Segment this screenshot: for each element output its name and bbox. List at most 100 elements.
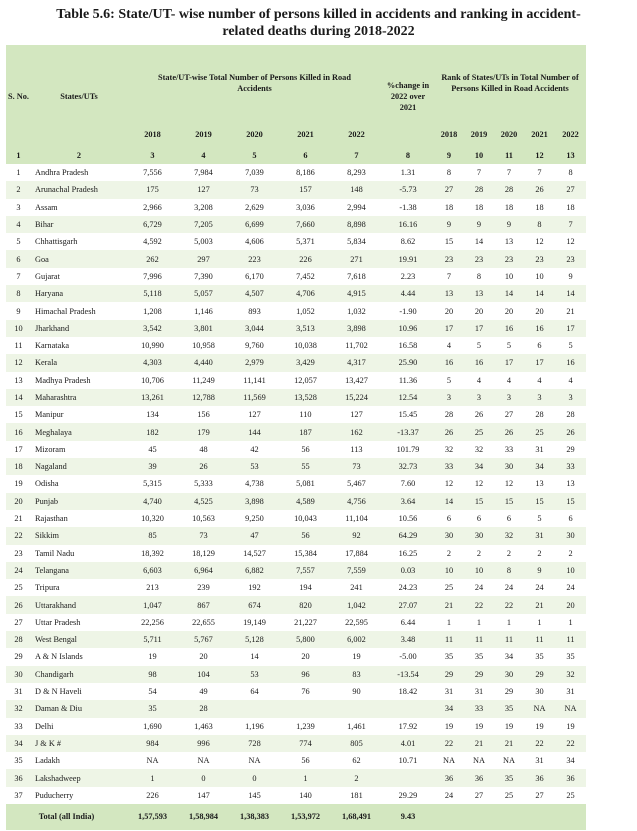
killed-2020-cell: 3,044 <box>229 319 280 337</box>
column-number: 5 <box>229 147 280 164</box>
rank-2022-cell: 21 <box>566 306 575 316</box>
rank-2022-cell: 2 <box>568 548 573 558</box>
rank-2018-cell: 17 <box>434 319 464 337</box>
killed-2018-cell: 45 <box>148 444 157 454</box>
rank-2019-cell: 11 <box>464 631 494 649</box>
rank-2018-cell: 23 <box>434 250 464 268</box>
state-name-cell: Himachal Pradesh <box>35 306 96 316</box>
killed-2018-cell: 7,996 <box>143 271 162 281</box>
rank-2019-cell: 32 <box>474 444 484 454</box>
rank-2020-cell: 28 <box>494 181 524 199</box>
percent-change-header: %change in 2022 over 2021 <box>382 45 434 147</box>
rank-2020-cell: 16 <box>494 319 524 337</box>
rank-2020-cell: 15 <box>494 492 524 510</box>
killed-2019-cell: 1,146 <box>194 306 213 316</box>
table-row: 36 Lakshadweep 1 0 0 1 2 36 36 35 36 36 <box>6 769 587 787</box>
killed-2020-cell: 19,149 <box>243 617 266 627</box>
total-cell: 1,38,383 <box>229 803 280 830</box>
sno-cell: 36 <box>6 769 31 787</box>
state-name-cell: West Bengal <box>31 631 127 649</box>
killed-2018-cell: 54 <box>148 687 157 697</box>
rank-2018-cell: 6 <box>446 514 452 524</box>
killed-2021-cell: 1,239 <box>296 721 315 731</box>
state-name-cell: Manipur <box>35 410 64 420</box>
killed-2019-cell: 867 <box>178 596 229 614</box>
killed-2019-cell: 7,390 <box>194 271 213 281</box>
killed-2018-cell: 7,556 <box>143 168 162 178</box>
rank-2022-cell: 15 <box>555 492 587 510</box>
rank-2022-cell: 28 <box>566 410 575 420</box>
table-row: 31 D & N Haveli 54 49 64 76 90 18.42 31 31 29 30 31 <box>6 683 586 700</box>
rank-2020-cell: 10 <box>504 271 514 281</box>
percent-change-cell: 15.45 <box>398 410 418 420</box>
table-row: 2 Arunachal Pradesh 175 127 73 157 148 -5.73 27 2… <box>6 181 587 199</box>
sno-cell: 30 <box>6 665 31 683</box>
killed-2018-cell: 175 <box>127 181 178 199</box>
rank-2021-cell: 15 <box>524 492 555 510</box>
killed-2019-cell: 26 <box>178 458 229 476</box>
state-name-cell: Haryana <box>31 285 127 303</box>
killed-2018-cell: 1 <box>127 769 178 787</box>
killed-2021-cell: 3,036 <box>296 202 315 212</box>
rank-2019-cell: 18 <box>474 202 484 212</box>
sno-cell: 13 <box>14 375 23 385</box>
table-row: 25 Tripura 213 239 192 194 241 24.23 25 24 24 24 24 <box>6 579 586 596</box>
rank-2021-cell: 24 <box>535 583 544 593</box>
sno-cell: 6 <box>6 250 31 268</box>
rank-2018-cell: 36 <box>434 769 464 787</box>
rank-2021-cell: 21 <box>524 596 555 614</box>
killed-2021-cell: 187 <box>280 423 331 441</box>
killed-2021-cell: 4,589 <box>280 492 331 510</box>
rank-2020-cell: 14 <box>494 285 524 303</box>
killed-2020-cell: 4,507 <box>229 285 280 303</box>
killed-2020-cell: 2,979 <box>229 354 280 372</box>
rank-year-header: 2018 <box>434 121 464 147</box>
killed-2021-cell: 7,557 <box>280 561 331 580</box>
rank-2018-cell: 32 <box>444 444 454 454</box>
killed-2021-cell: 4,706 <box>280 285 331 303</box>
killed-2022-cell: 73 <box>331 458 382 476</box>
table-row: 23 Tamil Nadu 18,392 18,129 14,527 15,384 17,8… <box>6 545 586 562</box>
percent-change-cell: 64.29 <box>382 527 434 545</box>
sno-cell: 8 <box>6 285 31 303</box>
rank-2018-cell: 8 <box>446 168 452 178</box>
rank-2022-cell: 32 <box>555 665 587 683</box>
rank-2018-cell: 12 <box>444 479 454 489</box>
rank-2018-cell: 21 <box>434 596 464 614</box>
killed-2018-cell: 262 <box>127 250 178 268</box>
percent-change-cell: 10.71 <box>398 756 418 766</box>
column-number: 8 <box>382 147 434 164</box>
table-row: 28 West Bengal 5,711 5,767 5,128 5,800 6,002 3.… <box>6 631 587 649</box>
killed-2020-cell: 192 <box>248 583 261 593</box>
rank-2021-cell: 16 <box>524 319 555 337</box>
table-row: 20 Punjab 4,740 4,525 3,898 4,589 4,756 3.64 14 1… <box>6 492 587 510</box>
killed-2022-cell: 11,702 <box>345 341 368 351</box>
rank-2018-cell: 13 <box>434 285 464 303</box>
killed-2021-cell <box>280 700 331 718</box>
percent-change-cell: 0.03 <box>382 561 434 580</box>
state-name-cell: Mizoram <box>35 444 66 454</box>
rank-2022-cell: 19 <box>566 721 575 731</box>
percent-change-cell: 3.48 <box>382 631 434 649</box>
killed-2021-cell: 21,227 <box>294 617 317 627</box>
rank-2019-cell: 34 <box>464 458 494 476</box>
year-header-row: 2018 2019 2020 2021 2022 2018 2019 2020 … <box>6 121 587 147</box>
rank-2021-cell: 22 <box>524 734 555 753</box>
sno-cell: 29 <box>14 652 23 662</box>
rank-2018-cell: 1 <box>446 617 452 627</box>
killed-2020-cell: 73 <box>229 181 280 199</box>
rank-2022-cell: 23 <box>555 250 587 268</box>
percent-change-cell: 16.25 <box>398 548 418 558</box>
killed-2020-cell: 47 <box>229 527 280 545</box>
rank-2021-cell: 7 <box>537 168 542 178</box>
killed-2020-cell: 144 <box>229 423 280 441</box>
table-row: 34 J & K #984 996 728 774 805 4.01 22 21 21 22 22 <box>6 734 587 753</box>
rank-2020-cell: 6 <box>506 514 512 524</box>
killed-2022-cell <box>331 700 382 718</box>
rank-2019-cell: 22 <box>464 596 494 614</box>
column-number: 7 <box>331 147 382 164</box>
rank-2019-cell: 35 <box>474 652 484 662</box>
percent-change-cell: 32.73 <box>382 458 434 476</box>
rank-2020-cell: 1 <box>506 617 512 627</box>
killed-2018-cell: NA <box>146 756 159 766</box>
